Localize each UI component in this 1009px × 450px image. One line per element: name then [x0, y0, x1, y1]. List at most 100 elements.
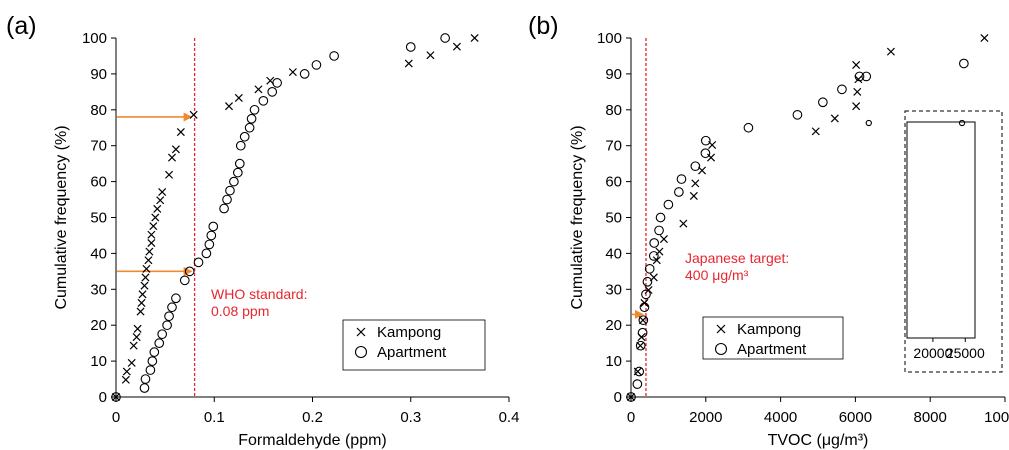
legend-marker-kampong: [356, 327, 366, 337]
inset-plot-area: [906, 121, 976, 339]
kampong-point: [137, 298, 146, 307]
apartment-point: [959, 58, 969, 69]
kampong-point: [158, 187, 167, 197]
kampong-point: [138, 290, 147, 299]
apartment-point: [644, 263, 655, 274]
apartment-point: [162, 320, 172, 331]
apartment-point: [690, 161, 701, 172]
y-axis-title: Cumulative frequency (%): [569, 125, 586, 309]
x-axis-title: Formaldehyde (ppm): [238, 432, 387, 449]
y-tick-label: 90: [90, 66, 107, 83]
kampong-marker-stroke: [149, 222, 158, 231]
apartment-point: [637, 327, 648, 338]
kampong-marker-stroke: [886, 47, 895, 56]
kampong-point: [122, 367, 131, 376]
kampong-point: [689, 191, 698, 200]
panel-b: (b) 0 10 20 30 40 50 60 70 80 90 100 0 2000 4000 6000 80…: [528, 12, 1009, 449]
kampong-point: [176, 128, 185, 137]
kampong-point: [652, 256, 661, 265]
apartment-point: [958, 119, 966, 127]
y-tick-label: 20: [90, 317, 107, 334]
y-tick-label: 20: [605, 317, 622, 334]
kampong-point: [254, 85, 263, 94]
kampong-marker-stroke: [224, 102, 234, 111]
series-apartment: [626, 58, 969, 402]
kampong-marker-stroke: [138, 290, 147, 299]
kampong-marker-stroke: [145, 247, 154, 256]
kampong-point: [111, 392, 121, 402]
apartment-point: [676, 174, 687, 184]
kampong-marker-stroke: [853, 87, 862, 96]
kampong-marker-stroke: [452, 42, 461, 51]
legend-marker-kampong: [716, 324, 726, 334]
apartment-point: [147, 356, 158, 366]
x-tick-label: 0: [627, 409, 635, 426]
kampong-point: [132, 333, 141, 342]
y-tick-label: 100: [597, 30, 622, 47]
apartment-point: [655, 212, 666, 223]
legend-frame: [702, 316, 844, 360]
kampong-point: [144, 256, 153, 265]
kampong-marker-stroke: [140, 281, 149, 290]
kampong-marker-stroke: [980, 33, 989, 43]
apartment-point: [222, 194, 232, 205]
inset-frame: [904, 110, 1003, 373]
kampong-marker-stroke: [127, 358, 136, 367]
y-tick-label: 0: [99, 389, 107, 406]
apartment-point: [139, 383, 150, 393]
inset-x-tick-label: 20000: [913, 345, 952, 361]
apartment-point: [818, 97, 828, 108]
kampong-point: [189, 110, 198, 119]
series-kampong: [111, 33, 479, 402]
kampong-point: [830, 114, 839, 123]
x-tick-label: 0: [112, 409, 120, 426]
y-tick-label: 30: [90, 281, 107, 298]
x-tick-label: 4000: [764, 409, 797, 426]
kampong-marker-stroke: [852, 102, 861, 111]
apartment-point: [792, 109, 803, 120]
apartment-point: [632, 379, 643, 389]
kampong-marker-stroke: [137, 298, 146, 307]
apartment-point: [649, 238, 660, 248]
kampong-marker-stroke: [133, 324, 142, 333]
kampong-marker-stroke: [356, 327, 366, 337]
apartment-point: [700, 135, 711, 146]
y-tick-label: 80: [90, 102, 107, 119]
apartment-point: [635, 340, 646, 351]
kampong-marker-stroke: [626, 392, 636, 402]
apartment-point: [206, 230, 217, 241]
kampong-point: [136, 307, 145, 316]
kampong-marker-stroke: [288, 68, 297, 77]
kampong-marker-stroke: [830, 114, 839, 123]
kampong-marker-stroke: [132, 333, 141, 342]
apartment-point: [743, 122, 754, 133]
kampong-marker-stroke: [852, 60, 861, 69]
kampong-point: [141, 273, 150, 282]
apartment-point: [663, 199, 674, 210]
apartment-point: [140, 374, 151, 384]
kampong-marker-stroke: [689, 191, 698, 200]
apartment-point: [164, 311, 174, 322]
apartment-point: [654, 225, 664, 236]
kampong-point: [638, 316, 647, 325]
y-tick-label: 40: [605, 245, 622, 262]
kampong-marker-stroke: [142, 264, 151, 273]
kampong-point: [854, 75, 863, 84]
kampong-point: [145, 247, 154, 256]
kampong-point: [165, 170, 174, 179]
y-tick-label: 30: [605, 281, 622, 298]
apartment-point: [232, 167, 243, 178]
y-tick-label: 80: [605, 102, 622, 119]
apartment-point: [149, 347, 160, 357]
kampong-point: [133, 324, 142, 333]
reference-line-label: 400 μg/m³: [685, 267, 749, 283]
kampong-point: [980, 33, 989, 43]
apartment-point: [267, 86, 278, 97]
x-tick-label: 0.2: [302, 409, 323, 426]
kampong-marker-stroke: [136, 307, 145, 316]
apartment-point: [246, 113, 257, 124]
kampong-point: [156, 196, 165, 205]
x-axis-title: TVOC (μg/m³): [768, 432, 869, 449]
kampong-point: [140, 281, 149, 290]
